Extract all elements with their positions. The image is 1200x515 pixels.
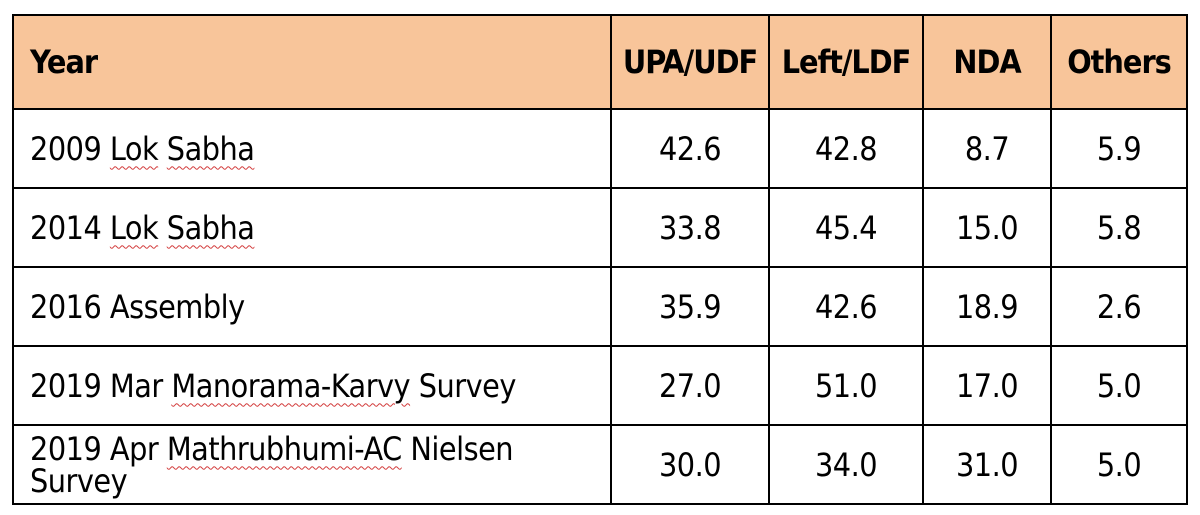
left-ldf-cell: 51.0: [768, 345, 924, 426]
nda-cell: 15.0: [922, 187, 1052, 268]
header-row: Year UPA/UDF Left/LDF NDA Others: [12, 14, 1188, 110]
header-upa-udf: UPA/UDF: [610, 14, 770, 110]
header-nda: NDA: [922, 14, 1052, 110]
header-left-ldf: Left/LDF: [768, 14, 924, 110]
table-row: 2016 Assembly 35.9 42.6 18.9 2.6: [12, 266, 1188, 347]
year-prefix: 2014: [30, 208, 102, 247]
nda-cell: 31.0: [922, 424, 1052, 505]
others-cell: 5.0: [1050, 345, 1188, 426]
year-flagged-word: Lok: [109, 208, 159, 247]
year-flagged-word: Lok: [109, 129, 159, 168]
upa-udf-cell: 35.9: [610, 266, 770, 347]
year-flagged-word: Manorama-Karvy: [171, 366, 411, 405]
year-prefix: 2019 Mar: [30, 366, 163, 405]
nda-cell: 18.9: [922, 266, 1052, 347]
vote-share-table-container: Year UPA/UDF Left/LDF NDA Others 2009 Lo…: [12, 14, 1188, 505]
year-cell: 2014 Lok Sabha: [12, 187, 612, 268]
year-suffix: Survey: [418, 366, 517, 405]
others-cell: 2.6: [1050, 266, 1188, 347]
year-flagged-word: Sabha: [166, 129, 255, 168]
year-flagged-word: Sabha: [166, 208, 255, 247]
upa-udf-cell: 27.0: [610, 345, 770, 426]
year-prefix: 2016 Assembly: [30, 287, 245, 326]
others-cell: 5.8: [1050, 187, 1188, 268]
others-cell: 5.0: [1050, 424, 1188, 505]
table-row: 2009 Lok Sabha 42.6 42.8 8.7 5.9: [12, 108, 1188, 189]
vote-share-table: Year UPA/UDF Left/LDF NDA Others 2009 Lo…: [12, 14, 1188, 505]
table-row: 2014 Lok Sabha 33.8 45.4 15.0 5.8: [12, 187, 1188, 268]
header-others: Others: [1050, 14, 1188, 110]
upa-udf-cell: 33.8: [610, 187, 770, 268]
nda-cell: 8.7: [922, 108, 1052, 189]
header-year: Year: [12, 14, 612, 110]
left-ldf-cell: 42.8: [768, 108, 924, 189]
year-flagged-word: Mathrubhumi-AC: [166, 429, 402, 468]
left-ldf-cell: 42.6: [768, 266, 924, 347]
year-prefix: 2009: [30, 129, 102, 168]
table-row: 2019 Apr Mathrubhumi-AC Nielsen Survey 3…: [12, 424, 1188, 505]
year-cell: 2019 Mar Manorama-Karvy Survey: [12, 345, 612, 426]
others-cell: 5.9: [1050, 108, 1188, 189]
table-row: 2019 Mar Manorama-Karvy Survey 27.0 51.0…: [12, 345, 1188, 426]
nda-cell: 17.0: [922, 345, 1052, 426]
year-cell: 2009 Lok Sabha: [12, 108, 612, 189]
year-cell: 2019 Apr Mathrubhumi-AC Nielsen Survey: [12, 424, 612, 505]
upa-udf-cell: 42.6: [610, 108, 770, 189]
year-prefix: 2019 Apr: [30, 429, 159, 468]
upa-udf-cell: 30.0: [610, 424, 770, 505]
year-suffix: Nielsen Survey: [30, 429, 514, 500]
left-ldf-cell: 45.4: [768, 187, 924, 268]
year-cell: 2016 Assembly: [12, 266, 612, 347]
left-ldf-cell: 34.0: [768, 424, 924, 505]
